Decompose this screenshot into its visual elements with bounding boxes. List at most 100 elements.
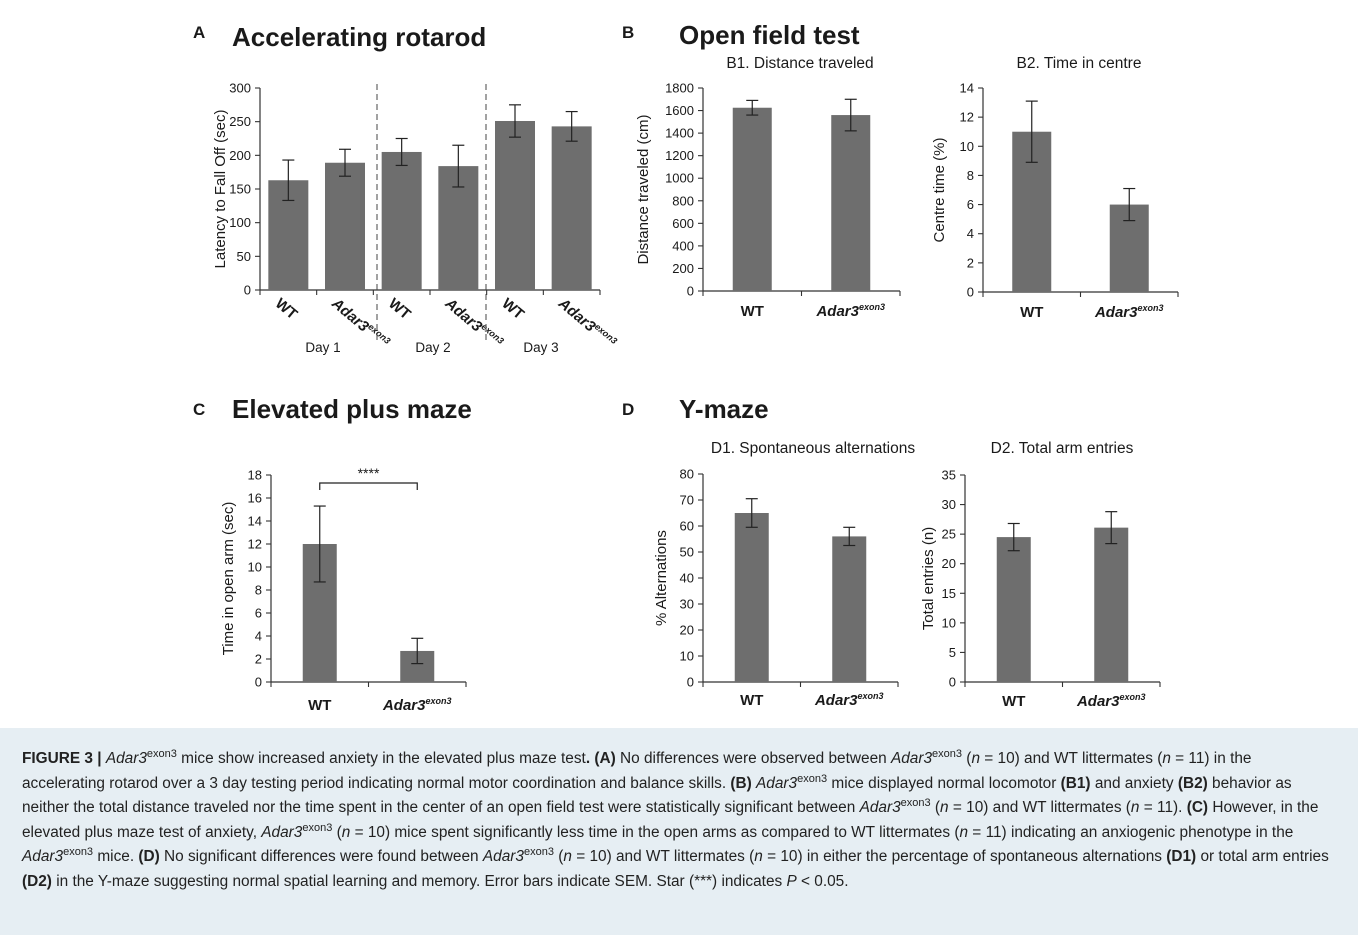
y-tick-label: 10 [248, 560, 262, 575]
group-label: Day 1 [305, 340, 340, 355]
category-name: Adar3 [1094, 304, 1138, 321]
y-tick-label: 14 [248, 514, 262, 529]
y-axis-label: % Alternations [653, 530, 670, 626]
bar [734, 513, 769, 682]
category-name: WT [741, 303, 764, 320]
category-name: Adar3 [382, 697, 426, 714]
chart-d1: D1. Spontaneous alternations 0 10 20 30 40 50 6… [653, 440, 915, 709]
y-tick-label: 20 [942, 556, 956, 571]
caption-tag-d2: (D2) [22, 872, 52, 890]
caption-n-d1: n [563, 848, 572, 865]
caption-period: . [585, 750, 591, 767]
caption-text-d3: = 10) and WT littermates ( [571, 848, 755, 865]
caption-text-b2: and anxiety [1090, 774, 1178, 792]
caption-text-c1: However, in the elevated plus maze test … [22, 799, 1319, 841]
panel-c-letter: C [193, 400, 205, 419]
y-tick-label: 600 [672, 216, 694, 231]
y-tick-label: 14 [960, 81, 974, 96]
y-tick-label: 200 [672, 261, 694, 276]
chart-title: B2. Time in centre [1017, 55, 1142, 72]
panel-c-title: Elevated plus maze [232, 394, 472, 424]
bar [381, 151, 422, 290]
category-label: WT [740, 692, 763, 709]
y-tick-label: 20 [680, 623, 694, 638]
y-tick-label: 2 [967, 255, 974, 270]
bar [996, 537, 1031, 682]
category-label: Adar3exon3 [1076, 692, 1146, 710]
y-tick-label: 150 [229, 182, 251, 197]
y-tick-label: 0 [949, 675, 956, 690]
y-tick-label: 18 [248, 468, 262, 483]
caption-tag-c: (C) [1186, 799, 1209, 816]
category-superscript: exon3 [366, 322, 392, 346]
caption-sup-b2: exon3 [900, 796, 931, 809]
caption-n-c2: n [959, 823, 969, 841]
caption-text-d4: = 10) in either the percentage of sponta… [762, 848, 1167, 865]
category-name: Adar3 [814, 692, 858, 709]
category-name: WT [308, 697, 331, 714]
y-tick-label: 4 [967, 226, 974, 241]
group-label: Day 2 [415, 340, 450, 355]
y-tick-label: 30 [680, 597, 694, 612]
y-tick-label: 10 [942, 615, 956, 630]
category-name: Adar3 [328, 294, 373, 335]
y-axis-label: Time in open arm (sec) [220, 502, 237, 656]
y-tick-label: 10 [960, 139, 974, 154]
caption-sup-b: exon3 [797, 772, 828, 785]
panel-d-title: Y-maze [679, 394, 769, 424]
figure-canvas: A Accelerating rotarod B Open field test… [193, 20, 1179, 714]
caption-title: mice show increased anxiety in the eleva… [176, 750, 586, 767]
y-tick-label: 60 [680, 519, 694, 534]
caption-tag-d1: (D1) [1166, 848, 1197, 865]
caption-n-b1: n [940, 799, 949, 816]
category-superscript: exon3 [479, 322, 505, 346]
caption-tag-b: (B) [730, 774, 752, 792]
caption-text-d6: in the Y-maze suggesting normal spatial … [51, 872, 787, 890]
category-label: Adar3exon3 [814, 691, 884, 709]
significance-bracket [319, 482, 418, 490]
category-name: WT [272, 295, 301, 323]
chart-b1: B1. Distance traveled 0 200 400 600 800 1000 12… [635, 55, 901, 320]
caption-gene-c: Adar3 [261, 823, 303, 841]
y-tick-label: 80 [680, 467, 694, 482]
y-tick-label: 12 [248, 537, 262, 552]
y-tick-label: 1800 [665, 81, 694, 96]
category-superscript: exon3 [426, 696, 452, 706]
y-tick-label: 1600 [665, 103, 694, 118]
caption-text-a3: = 10) and WT littermates ( [980, 750, 1163, 767]
y-tick-label: 2 [255, 652, 262, 667]
caption-text-a1: No differences were observed between [615, 750, 891, 767]
caption-n-c1: n [341, 823, 351, 841]
y-tick-label: 5 [949, 645, 956, 660]
caption-n-a2: n [1162, 750, 1171, 767]
caption-text-d5: or total arm entries [1196, 848, 1329, 865]
caption-text: FIGURE 3 | Adar3exon3 mice show increase… [22, 747, 1338, 894]
y-axis-label: Centre time (%) [931, 137, 948, 242]
caption-tag-b2: (B2) [1177, 774, 1208, 792]
y-tick-label: 1400 [665, 126, 694, 141]
y-axis-label: Total entries (n) [920, 527, 937, 630]
y-tick-label: 25 [942, 527, 956, 542]
caption-tag-b1: (B1) [1060, 774, 1091, 792]
y-tick-label: 400 [672, 238, 694, 253]
caption-gene-b2: Adar3 [859, 799, 901, 816]
y-tick-label: 1000 [665, 171, 694, 186]
category-name: WT [740, 692, 763, 709]
category-label: Adar3exon3 [382, 696, 452, 714]
y-tick-label: 0 [244, 283, 251, 298]
caption-n-b2: n [1130, 799, 1140, 816]
figure-caption: FIGURE 3 | Adar3exon3 mice show increase… [0, 728, 1358, 935]
panel-b-letter: B [622, 23, 634, 42]
chart-d2: D2. Total arm entries 0 5 10 15 20 25 30 35 Total… [920, 440, 1161, 710]
group-label: Day 3 [523, 340, 558, 355]
bar [832, 536, 867, 682]
caption-text-b1: mice displayed normal locomotor [827, 774, 1061, 792]
caption-sup-a: exon3 [932, 747, 963, 760]
chart-c: 0 2 4 6 8 10 12 14 16 18 Time in open arm (sec) WT A… [220, 465, 467, 714]
caption-gene-a: Adar3 [890, 750, 933, 767]
caption-gene-b: Adar3 [756, 774, 798, 792]
category-label: WT [498, 295, 527, 323]
bar [551, 126, 592, 290]
chart-title: D1. Spontaneous alternations [711, 440, 915, 457]
